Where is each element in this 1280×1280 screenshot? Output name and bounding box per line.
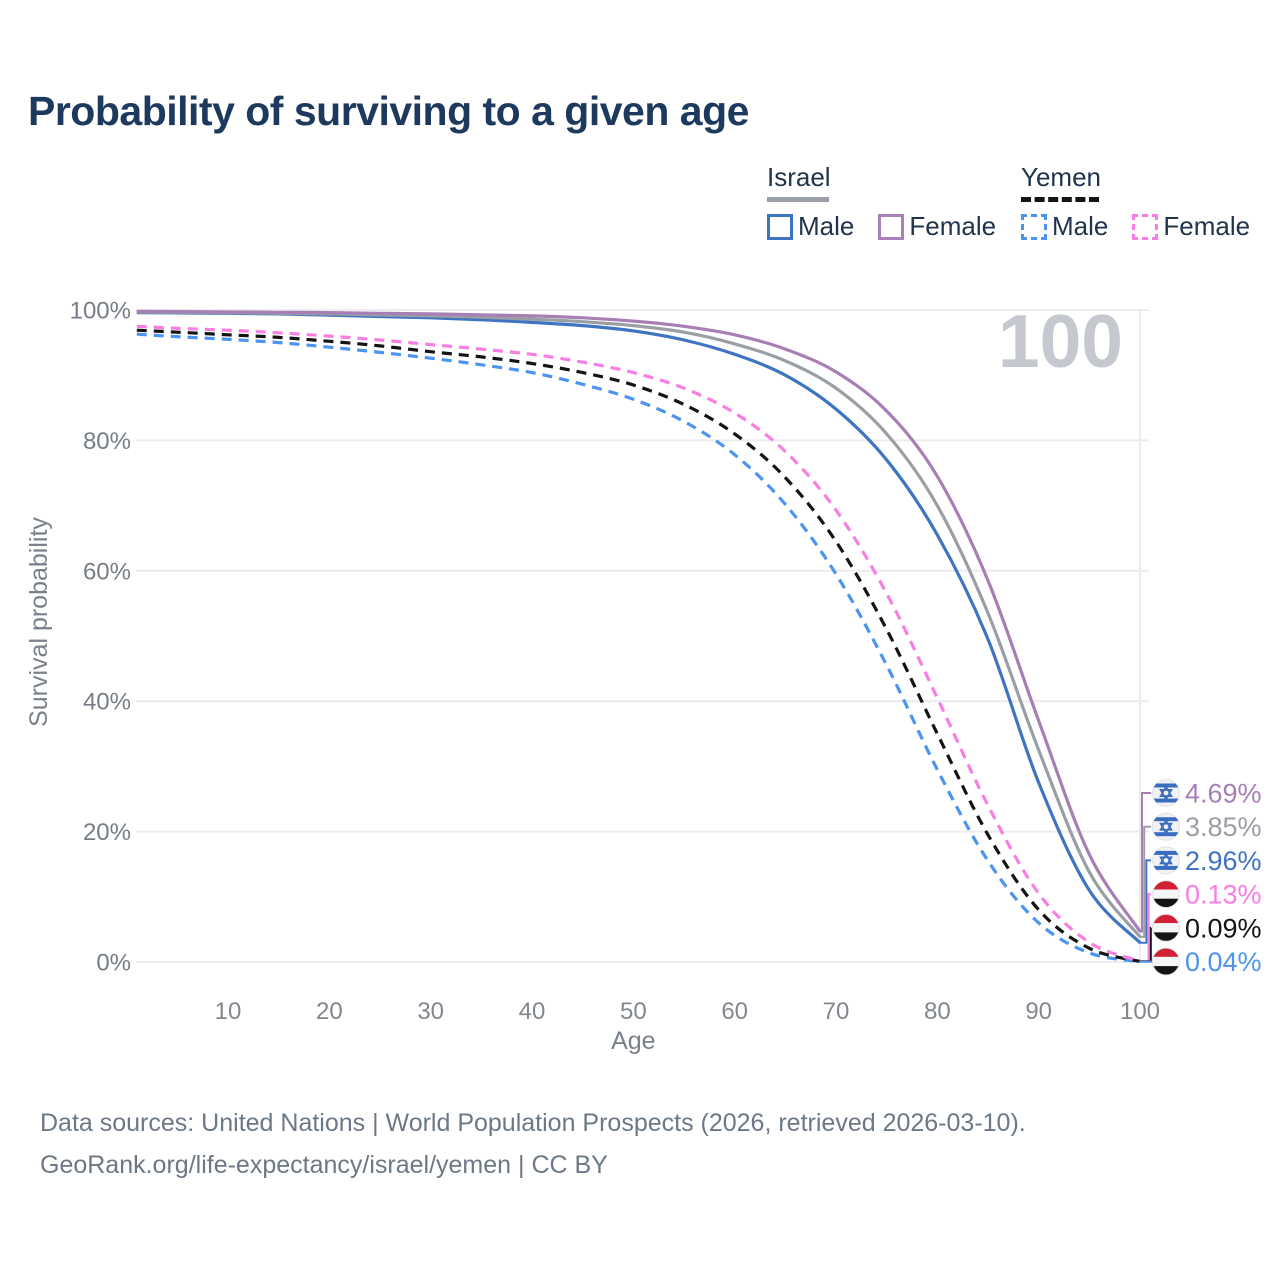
yemen-flag-icon: [1152, 880, 1180, 909]
legend-country-yemen-label: Yemen: [1021, 162, 1101, 192]
series-line-yemen-male[interactable]: [136, 332, 1141, 964]
yemen-dashed-line-swatch-icon: [1021, 197, 1099, 202]
legend-country-israel[interactable]: Israel: [767, 162, 996, 202]
series-curves: [136, 309, 1142, 964]
yemen-female-swatch-icon: [1132, 213, 1159, 240]
end-label-connector-israel-female: [1139, 792, 1151, 933]
y-tick-label: 80%: [83, 428, 131, 455]
y-axis-title: Survival probability: [25, 517, 53, 727]
series-line-israel-female[interactable]: [136, 309, 1142, 933]
x-tick-label: 20: [316, 998, 343, 1025]
end-label-value-yemen-female: 0.13%: [1185, 880, 1262, 910]
y-tick-label: 100%: [70, 298, 131, 325]
israel-flag-icon: [1152, 846, 1180, 875]
israel-flag-icon: [1152, 812, 1180, 841]
series-line-yemen-female[interactable]: [136, 324, 1141, 963]
series-line-israel[interactable]: [136, 310, 1142, 938]
legend-group-yemen: Yemen Male Female: [1021, 162, 1250, 242]
data-sources-line: Data sources: United Nations | World Pop…: [40, 1109, 1026, 1137]
israel-flag-icon: [1152, 779, 1180, 807]
x-tick-label: 50: [620, 998, 647, 1025]
israel-female-swatch-icon: [878, 213, 905, 240]
end-label-value-israel: 3.85%: [1185, 812, 1262, 842]
x-tick-label: 80: [924, 998, 951, 1025]
legend-country-yemen[interactable]: Yemen: [1021, 162, 1250, 202]
age-100-watermark: 100: [998, 299, 1123, 383]
legend-item-label: Male: [798, 211, 855, 241]
end-label-connector-israel: [1139, 825, 1151, 938]
x-tick-label: 10: [215, 998, 242, 1025]
data-sources-note: Data sources: United Nations | World Pop…: [40, 1102, 1026, 1186]
end-label-connector-israel-male: [1139, 859, 1151, 944]
legend-item-label: Female: [1163, 211, 1251, 241]
end-label-value-yemen: 0.09%: [1185, 913, 1262, 943]
y-tick-label: 20%: [83, 819, 131, 846]
gridlines: 0% 20% 40% 60% 80% 100%: [70, 298, 1149, 977]
attribution-line: GeoRank.org/life-expectancy/israel/yemen…: [40, 1151, 608, 1179]
legend-country-israel-label: Israel: [767, 162, 831, 192]
israel-male-swatch-icon: [767, 213, 793, 240]
legend-item-yemen-female[interactable]: Female: [1132, 211, 1250, 242]
x-tick-label: 100: [1120, 998, 1160, 1025]
end-label-value-yemen-male: 0.04%: [1185, 947, 1262, 977]
legend-item-israel-male[interactable]: Male: [767, 211, 854, 242]
y-tick-label: 40%: [83, 689, 131, 716]
x-tick-label: 70: [823, 998, 850, 1025]
end-label-value-israel-male: 2.96%: [1185, 846, 1262, 876]
x-axis-title: Age: [611, 1027, 655, 1055]
end-labels: 4.69%3.85% 2.96% 0.13%0.09% 0.04%: [1139, 779, 1262, 977]
legend-item-yemen-male[interactable]: Male: [1021, 211, 1108, 242]
legend-item-israel-female[interactable]: Female: [878, 211, 996, 242]
y-tick-label: 0%: [96, 950, 131, 977]
legend-item-label: Female: [909, 211, 997, 241]
x-tick-label: 30: [417, 998, 444, 1025]
x-tick-label: 90: [1025, 998, 1052, 1025]
x-tick-label: 40: [519, 998, 546, 1025]
x-tick-label: 60: [721, 998, 748, 1025]
israel-solid-line-swatch-icon: [767, 197, 829, 202]
yemen-flag-icon: [1152, 947, 1180, 976]
end-label-value-israel-female: 4.69%: [1185, 779, 1262, 809]
yemen-male-swatch-icon: [1021, 213, 1047, 240]
series-line-israel-male[interactable]: [136, 311, 1142, 944]
y-tick-label: 60%: [83, 558, 131, 585]
series-line-yemen[interactable]: [136, 328, 1141, 963]
legend-item-label: Male: [1052, 211, 1109, 241]
yemen-flag-icon: [1152, 913, 1180, 942]
chart-title: Probability of surviving to a given age: [28, 88, 749, 134]
legend-group-israel: Israel Male Female: [767, 162, 996, 242]
